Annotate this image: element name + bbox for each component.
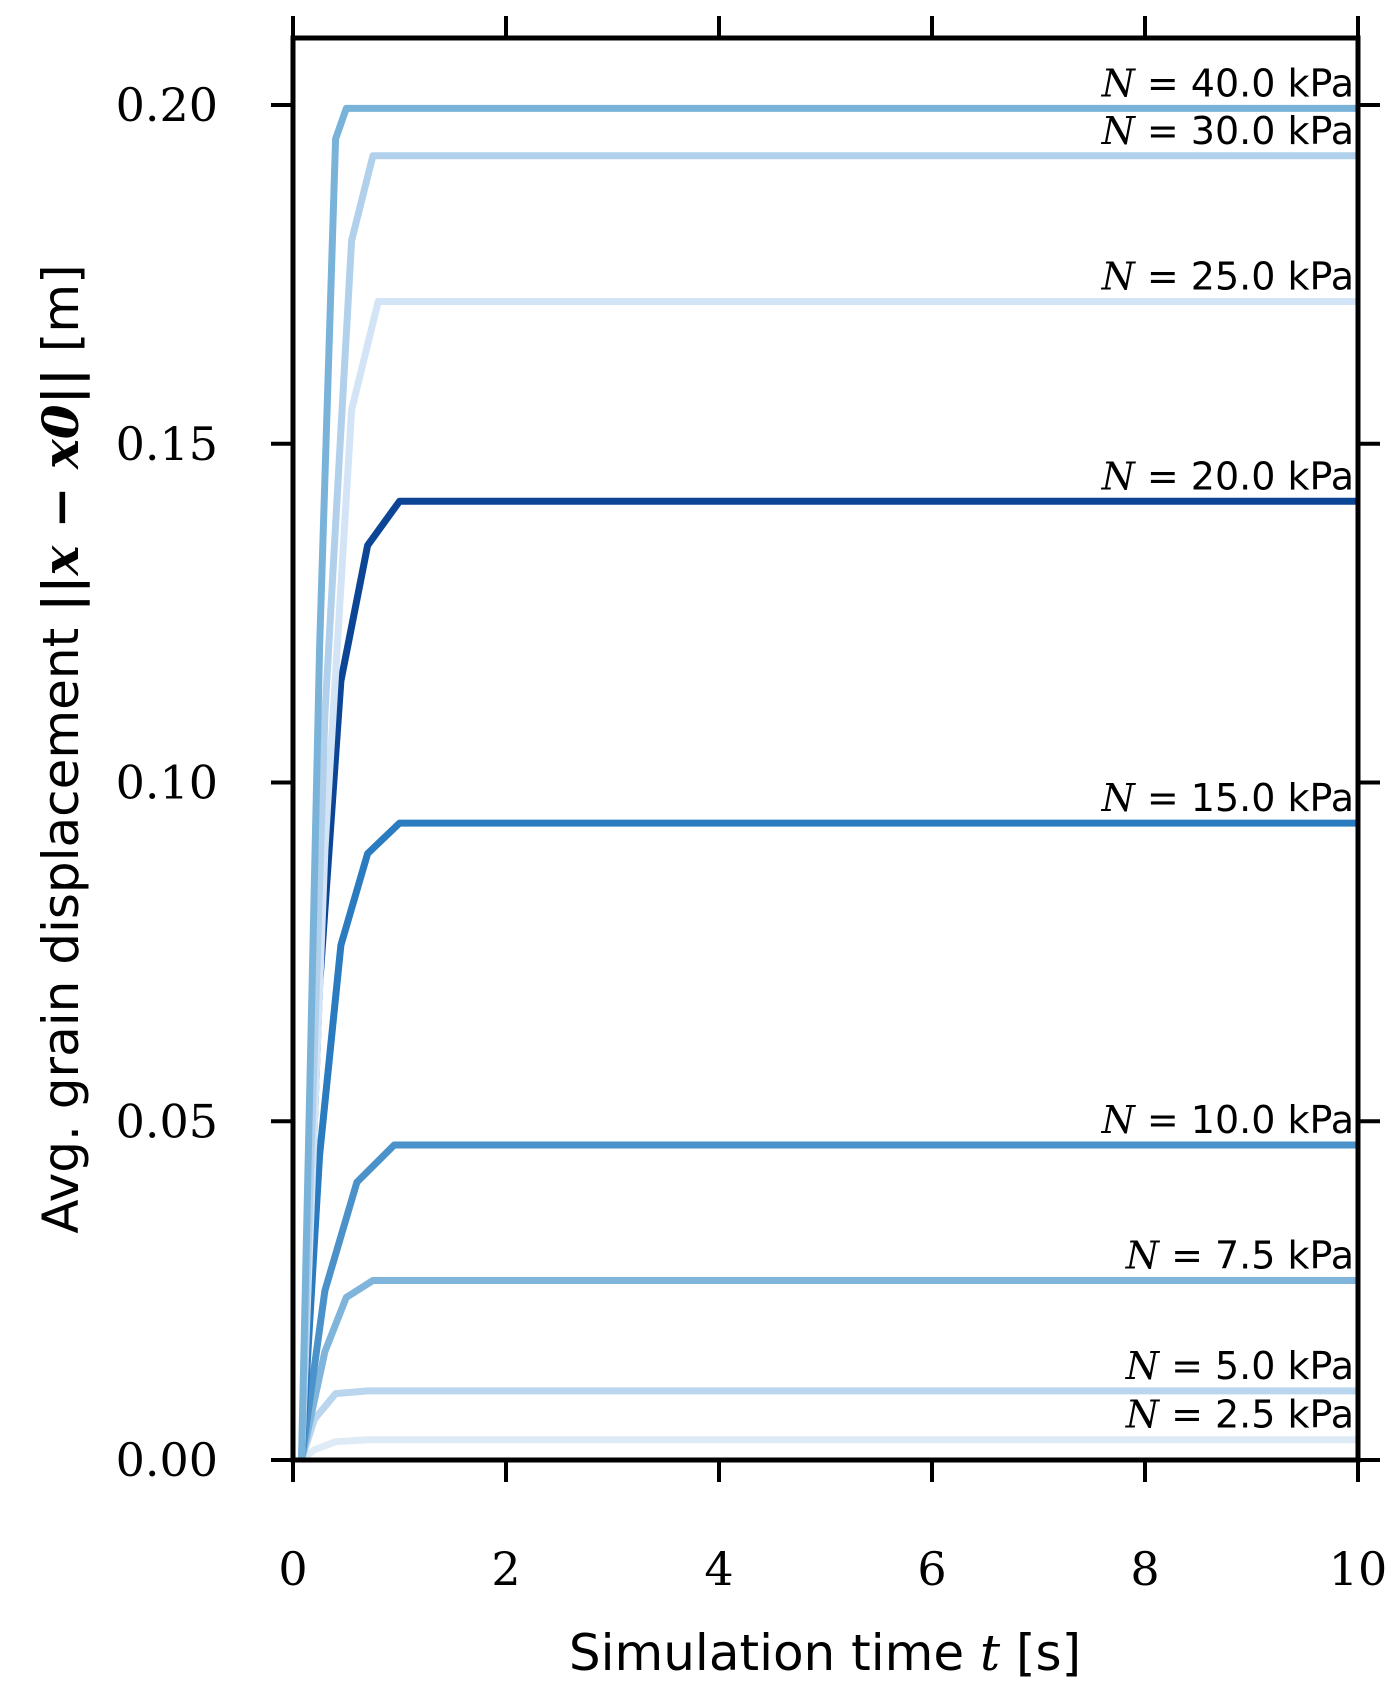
series-label-var: N <box>1101 254 1137 298</box>
series-label-var: N <box>1101 776 1137 820</box>
series-label-var: N <box>1125 1393 1161 1437</box>
series-label-var: N <box>1101 109 1137 153</box>
x-axis-label-text: Simulation time <box>569 1624 964 1682</box>
series-label-text: = 15.0 kPa <box>1135 776 1354 820</box>
plot-frame <box>290 35 1361 1463</box>
series-label: N = 25.0 kPa <box>1101 254 1354 298</box>
series-label-text: = 2.5 kPa <box>1159 1393 1354 1437</box>
y-axis-label-text: Avg. grain displacement <box>32 628 90 1234</box>
series-label: N = 7.5 kPa <box>1125 1233 1354 1277</box>
y-axis-label: Avg. grain displacement ||x − x0|| [m] <box>31 264 91 1233</box>
series-label-var: N <box>1125 1233 1161 1277</box>
series-label-text: = 5.0 kPa <box>1159 1344 1354 1388</box>
series-label: N = 20.0 kPa <box>1101 454 1354 498</box>
series-line <box>299 1436 1358 1463</box>
y-tick-label: 0.05 <box>116 1094 218 1148</box>
series-label-text: = 7.5 kPa <box>1159 1233 1354 1277</box>
y-tick-label: 0.15 <box>116 417 218 471</box>
y-tick-label: 0.00 <box>116 1433 218 1487</box>
x-tick-label: 10 <box>1329 1542 1388 1596</box>
x-tick-label: 4 <box>704 1542 733 1596</box>
series-label: N = 30.0 kPa <box>1101 109 1354 153</box>
y-axis-label-unit: [m] <box>32 264 90 352</box>
series-label: N = 10.0 kPa <box>1101 1098 1354 1142</box>
series-label-var: N <box>1125 1344 1161 1388</box>
tick-layer: 0 2 4 6 8 10 0.00 0.05 0.10 0.15 0.20 <box>116 16 1388 1596</box>
x-tick-label: 0 <box>278 1542 307 1596</box>
series-label-text: = 40.0 kPa <box>1135 61 1354 105</box>
series-label-text: = 30.0 kPa <box>1135 109 1354 153</box>
series-line <box>298 104 1358 1461</box>
series-label-var: N <box>1101 454 1137 498</box>
x-tick-label: 6 <box>917 1542 946 1596</box>
series-line <box>298 152 1358 1461</box>
series-label-text: = 25.0 kPa <box>1135 254 1354 298</box>
series-label: N = 5.0 kPa <box>1125 1344 1354 1388</box>
y-tick-label: 0.20 <box>116 78 218 132</box>
series-label-text: = 20.0 kPa <box>1135 454 1354 498</box>
series-line <box>298 1141 1358 1461</box>
series-label: N = 2.5 kPa <box>1125 1393 1354 1437</box>
series-label: N = 15.0 kPa <box>1101 776 1354 820</box>
series-line <box>298 819 1358 1461</box>
series-label-var: N <box>1101 61 1137 105</box>
series-layer <box>298 104 1358 1463</box>
x-axis-label-var: t <box>980 1624 1001 1682</box>
x-tick-label: 2 <box>491 1542 520 1596</box>
x-axis-label-unit: [s] <box>1016 1624 1081 1682</box>
y-axis-label-expr: ||x − x0|| <box>31 368 91 612</box>
series-label-text: = 10.0 kPa <box>1135 1098 1354 1142</box>
series-label: N = 40.0 kPa <box>1101 61 1354 105</box>
x-axis-label: Simulation time t [s] <box>569 1624 1081 1682</box>
series-line <box>298 1277 1358 1461</box>
y-tick-label: 0.10 <box>116 756 218 810</box>
series-label-var: N <box>1101 1098 1137 1142</box>
x-tick-label: 8 <box>1130 1542 1159 1596</box>
